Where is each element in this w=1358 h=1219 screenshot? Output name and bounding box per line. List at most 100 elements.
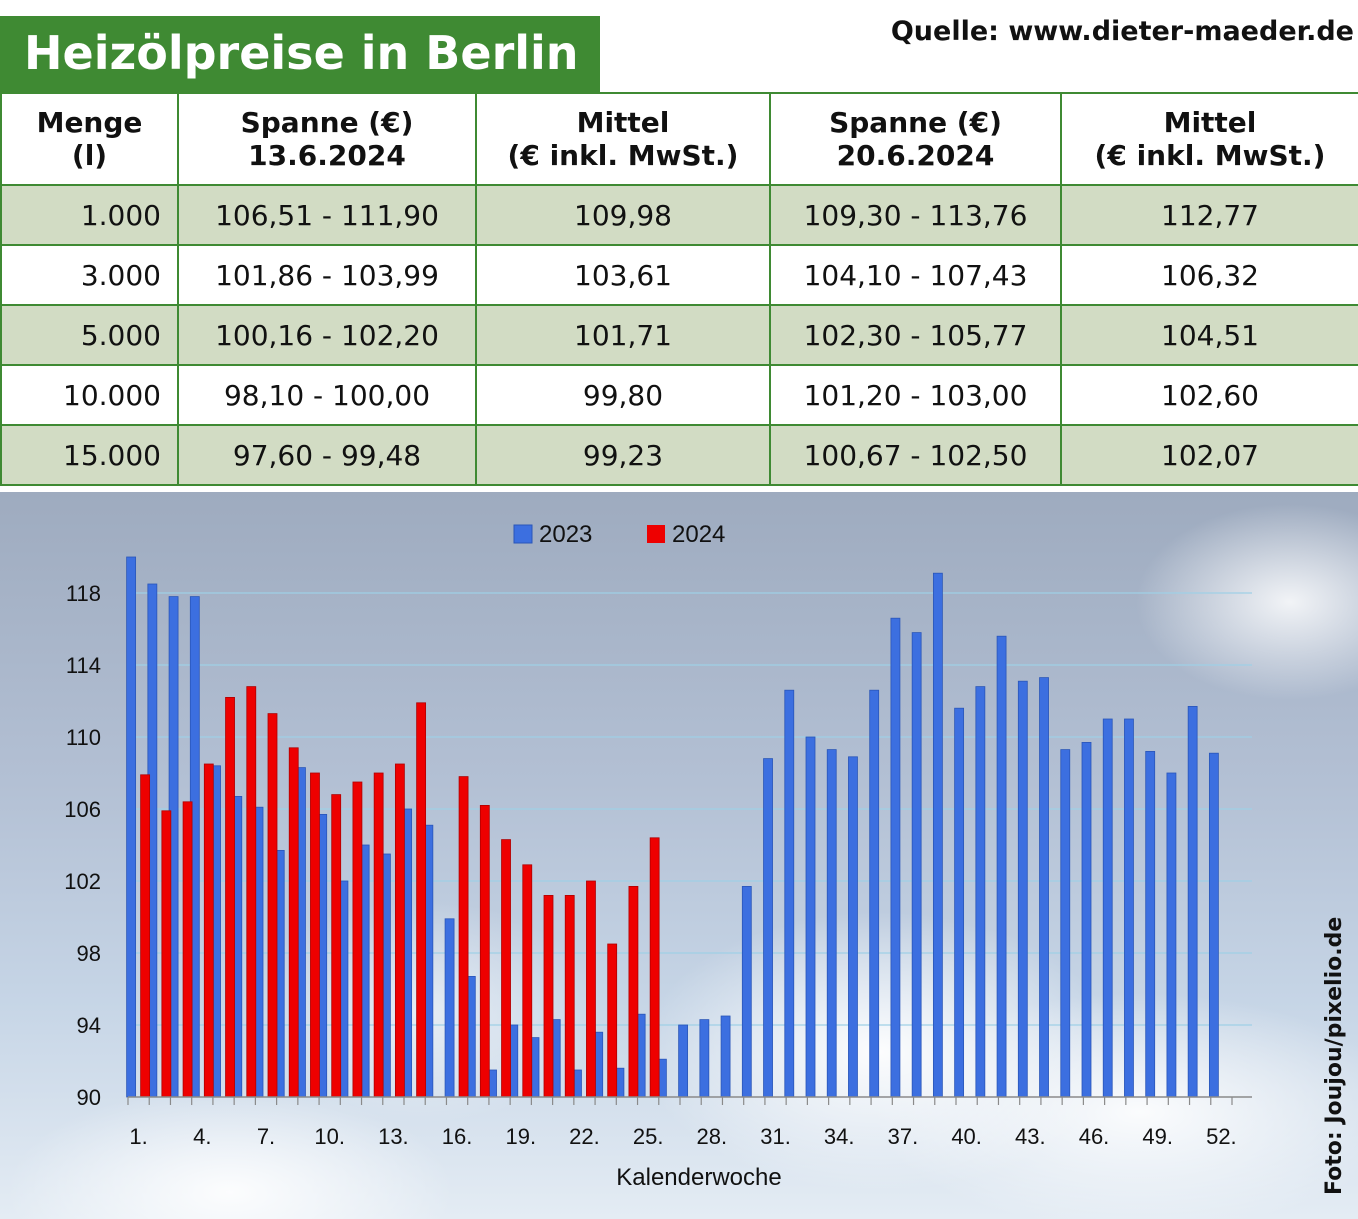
cell-mean-week1: 109,98	[475, 184, 771, 246]
bar-2023-week-45	[1060, 749, 1071, 1098]
cell-range-week1: 106,51 - 111,90	[177, 184, 477, 246]
bar-2023-week-38	[911, 632, 922, 1098]
x-tick-label: 7.	[257, 1124, 275, 1149]
legend: 2023 2024	[513, 521, 725, 548]
y-tick-label: 94	[77, 1013, 101, 1038]
bar-2023-week-44	[1039, 677, 1049, 1098]
x-tick-label: 13.	[378, 1124, 409, 1149]
bar-2023-week-37	[890, 617, 901, 1098]
cell-mean-week2: 104,51	[1060, 304, 1358, 366]
bar-2023-week-51	[1187, 705, 1198, 1098]
header-range-week1: Spanne (€) 13.6.2024	[177, 92, 477, 186]
cell-range-week1: 101,86 - 103,99	[177, 244, 477, 306]
x-tick-label: 46.	[1079, 1124, 1110, 1149]
x-tick-label: 16.	[442, 1124, 473, 1149]
bar-2023-week-43	[1017, 680, 1028, 1098]
bar-2024-week-3	[182, 801, 193, 1098]
legend-swatch-2023	[513, 524, 533, 544]
bar-2023-week-34	[826, 749, 837, 1098]
x-tick-label: 49.	[1142, 1124, 1173, 1149]
bar-2024-week-23	[607, 943, 618, 1098]
bar-2023-week-46	[1081, 741, 1092, 1098]
x-tick-label: 1.	[129, 1124, 147, 1149]
bar-2024-week-19	[522, 864, 533, 1098]
cell-mean-week2: 112,77	[1060, 184, 1358, 246]
bar-2024-week-8	[288, 747, 299, 1098]
bar-2024-week-7	[267, 713, 278, 1098]
bar-2024-week-11	[352, 781, 363, 1098]
y-tick-label: 98	[77, 941, 101, 966]
table-header-row: Menge (l) Spanne (€) 13.6.2024 Mittel (€ in…	[0, 92, 1358, 186]
title-banner: Heizölpreise in Berlin	[0, 16, 600, 92]
x-tick-label: 28.	[697, 1124, 728, 1149]
cell-mean-week1: 103,61	[475, 244, 771, 306]
cell-range-week2: 102,30 - 105,77	[769, 304, 1062, 366]
bar-2024-week-2	[161, 810, 172, 1098]
bar-2023-week-39	[932, 572, 943, 1098]
cell-range-week1: 100,16 - 102,20	[177, 304, 477, 366]
y-tick-label: 114	[66, 653, 101, 678]
x-tick-label: 19.	[505, 1124, 536, 1149]
cell-quantity: 15.000	[0, 424, 179, 486]
x-tick-label: 52.	[1206, 1124, 1237, 1149]
bar-2023-week-33	[805, 736, 816, 1098]
bar-2023-week-50	[1166, 772, 1177, 1098]
bar-2024-week-9	[310, 772, 320, 1098]
table-row: 3.000 101,86 - 103,99 103,61 104,10 - 10…	[0, 244, 1358, 306]
cell-range-week2: 109,30 - 113,76	[769, 184, 1062, 246]
x-tick-label: 25.	[633, 1124, 664, 1149]
bar-2024-week-25	[649, 837, 660, 1098]
bar-2024-week-6	[246, 686, 257, 1098]
bar-2023-week-31	[763, 758, 773, 1098]
page-title: Heizölpreise in Berlin	[24, 26, 579, 80]
cell-range-week2: 104,10 - 107,43	[769, 244, 1062, 306]
bar-2024-week-5	[225, 696, 235, 1098]
bar-2024-week-18	[501, 839, 511, 1098]
y-tick-label: 110	[66, 725, 101, 750]
bar-2023-week-36	[869, 689, 880, 1098]
x-tick-label: 22.	[569, 1124, 600, 1149]
cell-mean-week1: 101,71	[475, 304, 771, 366]
cell-mean-week2: 106,32	[1060, 244, 1358, 306]
cell-range-week1: 97,60 - 99,48	[177, 424, 477, 486]
legend-swatch-2024	[647, 525, 665, 543]
bar-2024-week-10	[331, 794, 342, 1098]
legend-label-2023: 2023	[539, 521, 592, 548]
x-tick-label: 37.	[888, 1124, 919, 1149]
chart-area: 90 94 98 102 106 110 114 118 1. 4. 7. 10. 13. 16. 19. 2…	[0, 492, 1358, 1219]
bar-2023-week-16	[444, 918, 455, 1098]
cell-range-week1: 98,10 - 100,00	[177, 364, 477, 426]
cell-mean-week2: 102,07	[1060, 424, 1358, 486]
cell-mean-week1: 99,80	[475, 364, 771, 426]
y-tick-label: 118	[66, 581, 101, 606]
bar-2023-week-49	[1145, 750, 1156, 1098]
bar-2024-week-21	[564, 894, 575, 1098]
bar-2023-week-1	[126, 556, 137, 1098]
cell-range-week2: 101,20 - 103,00	[769, 364, 1062, 426]
x-tick-label: 4.	[193, 1124, 211, 1149]
bar-2023-week-32	[784, 689, 795, 1098]
bar-2024-week-17	[479, 804, 490, 1098]
source-credit: Quelle: www.dieter-maeder.de	[890, 16, 1354, 47]
x-tick-label: 31.	[760, 1124, 791, 1149]
y-tick-label: 90	[77, 1085, 101, 1110]
table-row: 10.000 98,10 - 100,00 99,80 101,20 - 103…	[0, 364, 1358, 426]
header-mean-week2: Mittel (€ inkl. MwSt.)	[1060, 92, 1358, 186]
bar-2024-week-4	[203, 763, 214, 1098]
bar-2023-week-48	[1124, 718, 1134, 1098]
cell-range-week2: 100,67 - 102,50	[769, 424, 1062, 486]
cell-quantity: 1.000	[0, 184, 179, 246]
bar-chart: 90 94 98 102 106 110 114 118 1. 4. 7. 10. 13. 16. 19. 2…	[64, 521, 1252, 1191]
bar-2024-week-22	[586, 880, 596, 1098]
table-row: 1.000 106,51 - 111,90 109,98 109,30 - 11…	[0, 184, 1358, 246]
x-axis-title: Kalenderwoche	[616, 1164, 781, 1191]
bar-2024-week-16	[458, 776, 469, 1098]
price-table: Menge (l) Spanne (€) 13.6.2024 Mittel (€ in…	[0, 92, 1358, 486]
y-tick-label: 106	[64, 797, 101, 822]
legend-label-2024: 2024	[672, 521, 725, 548]
bar-2023-week-42	[996, 635, 1007, 1098]
bar-2024-week-13	[394, 763, 405, 1098]
header-quantity: Menge (l)	[0, 92, 179, 186]
bar-2024-week-20	[543, 894, 554, 1098]
bar-2023-week-28	[699, 1019, 710, 1098]
